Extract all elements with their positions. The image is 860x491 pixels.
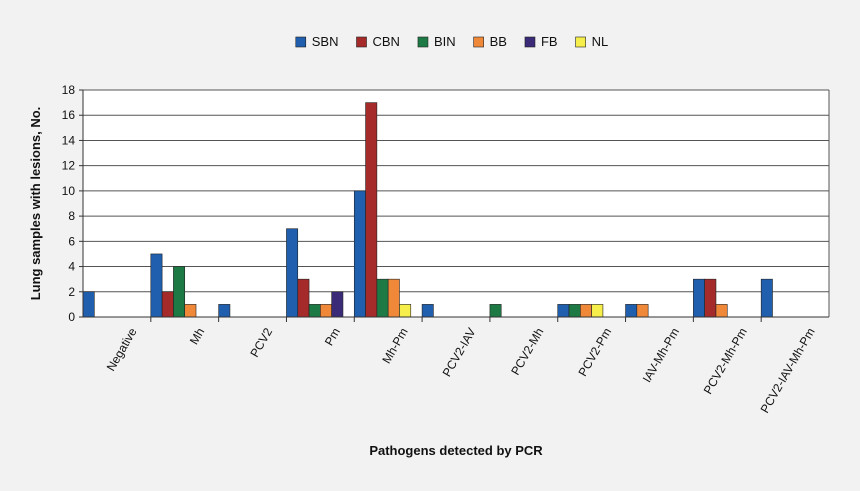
bar-bb-pcv2-mh-pm xyxy=(715,304,728,318)
y-axis-title: Lung samples with lesions, No. xyxy=(28,107,43,301)
bar-bin-pcv2-pm xyxy=(568,304,581,318)
x-tick-label: PCV2-IAV xyxy=(440,326,479,380)
y-tick-labels: 0 2 4 6 8 10 12 14 16 18 xyxy=(62,83,76,324)
bar-bin-mh-pm xyxy=(376,278,389,318)
bar-sbn-mh-pm xyxy=(353,190,366,318)
bar-sbn-negative xyxy=(82,291,95,318)
legend-label-fb: FB xyxy=(541,34,558,49)
x-tick-label: PCV2 xyxy=(247,325,275,359)
bar-bb-pm xyxy=(320,304,332,318)
bar-sbn-pcv2-mh-pm xyxy=(693,278,705,318)
y-tick-label: 16 xyxy=(62,108,76,122)
gridlines xyxy=(79,89,829,318)
legend-label-sbn: SBN xyxy=(312,34,339,49)
y-tick-label: 2 xyxy=(68,285,75,299)
x-tick-label: Pm xyxy=(322,325,343,348)
bar-sbn-pcv2-iav xyxy=(421,304,434,318)
legend-label-cbn: CBN xyxy=(373,34,400,49)
legend-swatch-cbn xyxy=(356,36,367,48)
y-tick-label: 0 xyxy=(68,310,75,324)
bar-cbn-pm xyxy=(297,278,310,318)
bar-bb-mh xyxy=(184,304,197,318)
legend: SBN CBN BIN BB FB NL xyxy=(295,34,609,49)
bar-sbn-pm xyxy=(286,228,299,318)
legend-swatch-nl xyxy=(575,36,586,48)
y-tick-label: 4 xyxy=(68,260,75,274)
y-tick-label: 12 xyxy=(62,159,76,173)
y-tick-label: 10 xyxy=(62,184,76,198)
bar-nl-pcv2-pm xyxy=(591,304,604,318)
legend-swatch-sbn xyxy=(295,36,307,48)
y-tick-label: 18 xyxy=(62,83,76,97)
x-tick-label: Mh-Pm xyxy=(379,326,410,366)
bar-fb-pm xyxy=(331,291,344,318)
bar-cbn-mh xyxy=(161,291,174,318)
bar-cbn-pcv2-mh-pm xyxy=(704,278,717,318)
bar-sbn-pcv2-iav-mh-pm xyxy=(760,278,773,318)
bar-bin-pcv2-mh xyxy=(489,304,502,318)
bar-bin-pm xyxy=(308,304,321,318)
plot-area xyxy=(83,90,829,317)
legend-label-bin: BIN xyxy=(434,34,456,49)
bar-sbn-pcv2 xyxy=(218,304,231,318)
legend-swatch-bin xyxy=(417,36,429,48)
x-tick-labels: Negative Mh PCV2 Pm Mh-Pm PCV2-IAV PCV2-Mh PCV2… xyxy=(104,325,818,415)
x-tick-label: PCV2-Mh-Pm xyxy=(701,326,750,397)
legend-swatch-fb xyxy=(524,36,536,48)
bar-bb-mh-pm xyxy=(387,278,400,318)
bar-bb-iav-mh-pm xyxy=(636,304,649,318)
legend-label-nl: NL xyxy=(592,34,609,49)
y-tick-label: 8 xyxy=(68,209,75,223)
x-tick-label: PCV2-Mh xyxy=(508,326,546,378)
bar-sbn-iav-mh-pm xyxy=(625,304,638,318)
x-axis-title: Pathogens detected by PCR xyxy=(369,443,543,458)
bar-sbn-pcv2-pm xyxy=(557,304,570,318)
x-tick-label: Negative xyxy=(104,325,140,373)
bar-sbn-mh xyxy=(150,253,163,318)
y-tick-label: 6 xyxy=(68,234,75,248)
y-tick-label: 14 xyxy=(62,133,76,147)
bar-cbn-mh-pm xyxy=(365,102,378,318)
legend-swatch-bb xyxy=(473,36,484,48)
x-tick-label: PCV2-Pm xyxy=(575,325,614,378)
bar-bb-pcv2-pm xyxy=(580,304,592,318)
x-tick-label: Mh xyxy=(187,326,207,347)
x-tick-label: IAV-Mh-Pm xyxy=(640,325,682,384)
axes xyxy=(82,90,830,322)
legend-label-bb: BB xyxy=(490,34,507,49)
x-tick-label: PCV2-IAV-Mh-Pm xyxy=(758,325,818,415)
bar-bin-mh xyxy=(173,266,186,318)
bar-nl-mh-pm xyxy=(399,304,412,318)
